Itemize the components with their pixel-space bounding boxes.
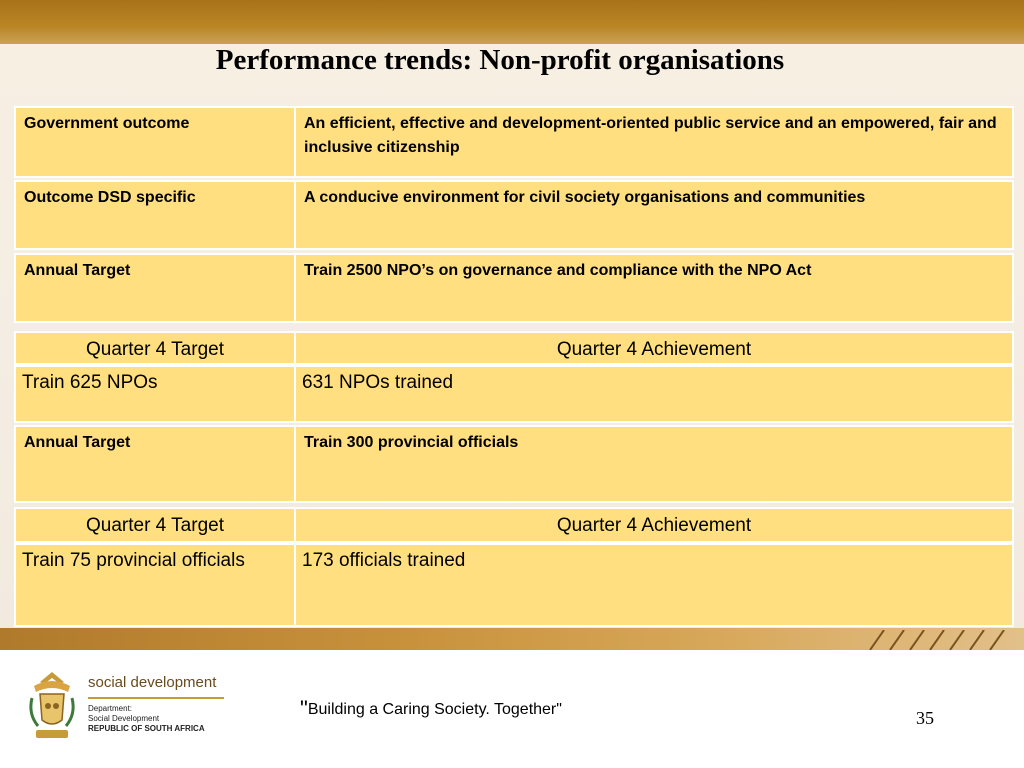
row-value: An efficient, effective and development-… xyxy=(304,115,997,156)
quarter-header-row: Quarter 4 Target Quarter 4 Achievement xyxy=(14,507,1014,543)
dept-line: Department: xyxy=(88,704,133,713)
row-value: Train 2500 NPO’s on governance and compl… xyxy=(304,262,812,279)
quarter-value-row: Train 75 provincial officials 173 offici… xyxy=(14,543,1014,627)
quarter-target-value: Train 625 NPOs xyxy=(16,367,296,421)
table-row: Government outcome An efficient, effecti… xyxy=(14,106,1014,178)
top-decorative-band xyxy=(0,0,1024,44)
quarter-header-row: Quarter 4 Target Quarter 4 Achievement xyxy=(14,331,1014,365)
decorative-stripes xyxy=(869,630,1005,650)
slogan-text: Building a Caring Society. Together" xyxy=(307,701,562,718)
row-label: Annual Target xyxy=(16,255,296,321)
department-block: Department: Social Development REPUBLIC … xyxy=(88,704,205,734)
row-value: A conducive environment for civil societ… xyxy=(304,189,866,206)
page-number: 35 xyxy=(916,708,934,728)
brand-name: social development xyxy=(88,674,217,691)
brand-underline xyxy=(88,697,224,699)
row-label: Annual Target xyxy=(16,427,296,501)
table-row: Annual Target Train 2500 NPO’s on govern… xyxy=(14,253,1014,323)
quarter-target-value: Train 75 provincial officials xyxy=(16,545,296,625)
quarter-achievement-value: 631 NPOs trained xyxy=(302,372,454,393)
quarter-achievement-header: Quarter 4 Achievement xyxy=(556,515,752,536)
bottom-decorative-band xyxy=(0,628,1024,650)
slogan-quote: " xyxy=(300,696,308,721)
quarter-target-header: Quarter 4 Target xyxy=(16,333,296,363)
row-value: Train 300 provincial officials xyxy=(304,434,519,451)
slogan: "Building a Caring Society. Together" xyxy=(300,696,562,722)
quarter-value-row: Train 625 NPOs 631 NPOs trained xyxy=(14,365,1014,423)
row-label: Government outcome xyxy=(16,108,296,176)
dept-line: REPUBLIC OF SOUTH AFRICA xyxy=(88,724,205,733)
coat-of-arms-icon xyxy=(29,672,75,738)
footer xyxy=(0,650,1024,768)
table-row: Annual Target Train 300 provincial offic… xyxy=(14,425,1014,503)
table-row: Outcome DSD specific A conducive environ… xyxy=(14,180,1014,250)
quarter-achievement-value: 173 officials trained xyxy=(302,550,466,571)
dept-line: Social Development xyxy=(88,714,160,723)
slide-title: Performance trends: Non-profit organisat… xyxy=(215,44,785,76)
quarter-achievement-header: Quarter 4 Achievement xyxy=(556,339,752,360)
quarter-target-header: Quarter 4 Target xyxy=(16,509,296,541)
row-label: Outcome DSD specific xyxy=(16,182,296,248)
